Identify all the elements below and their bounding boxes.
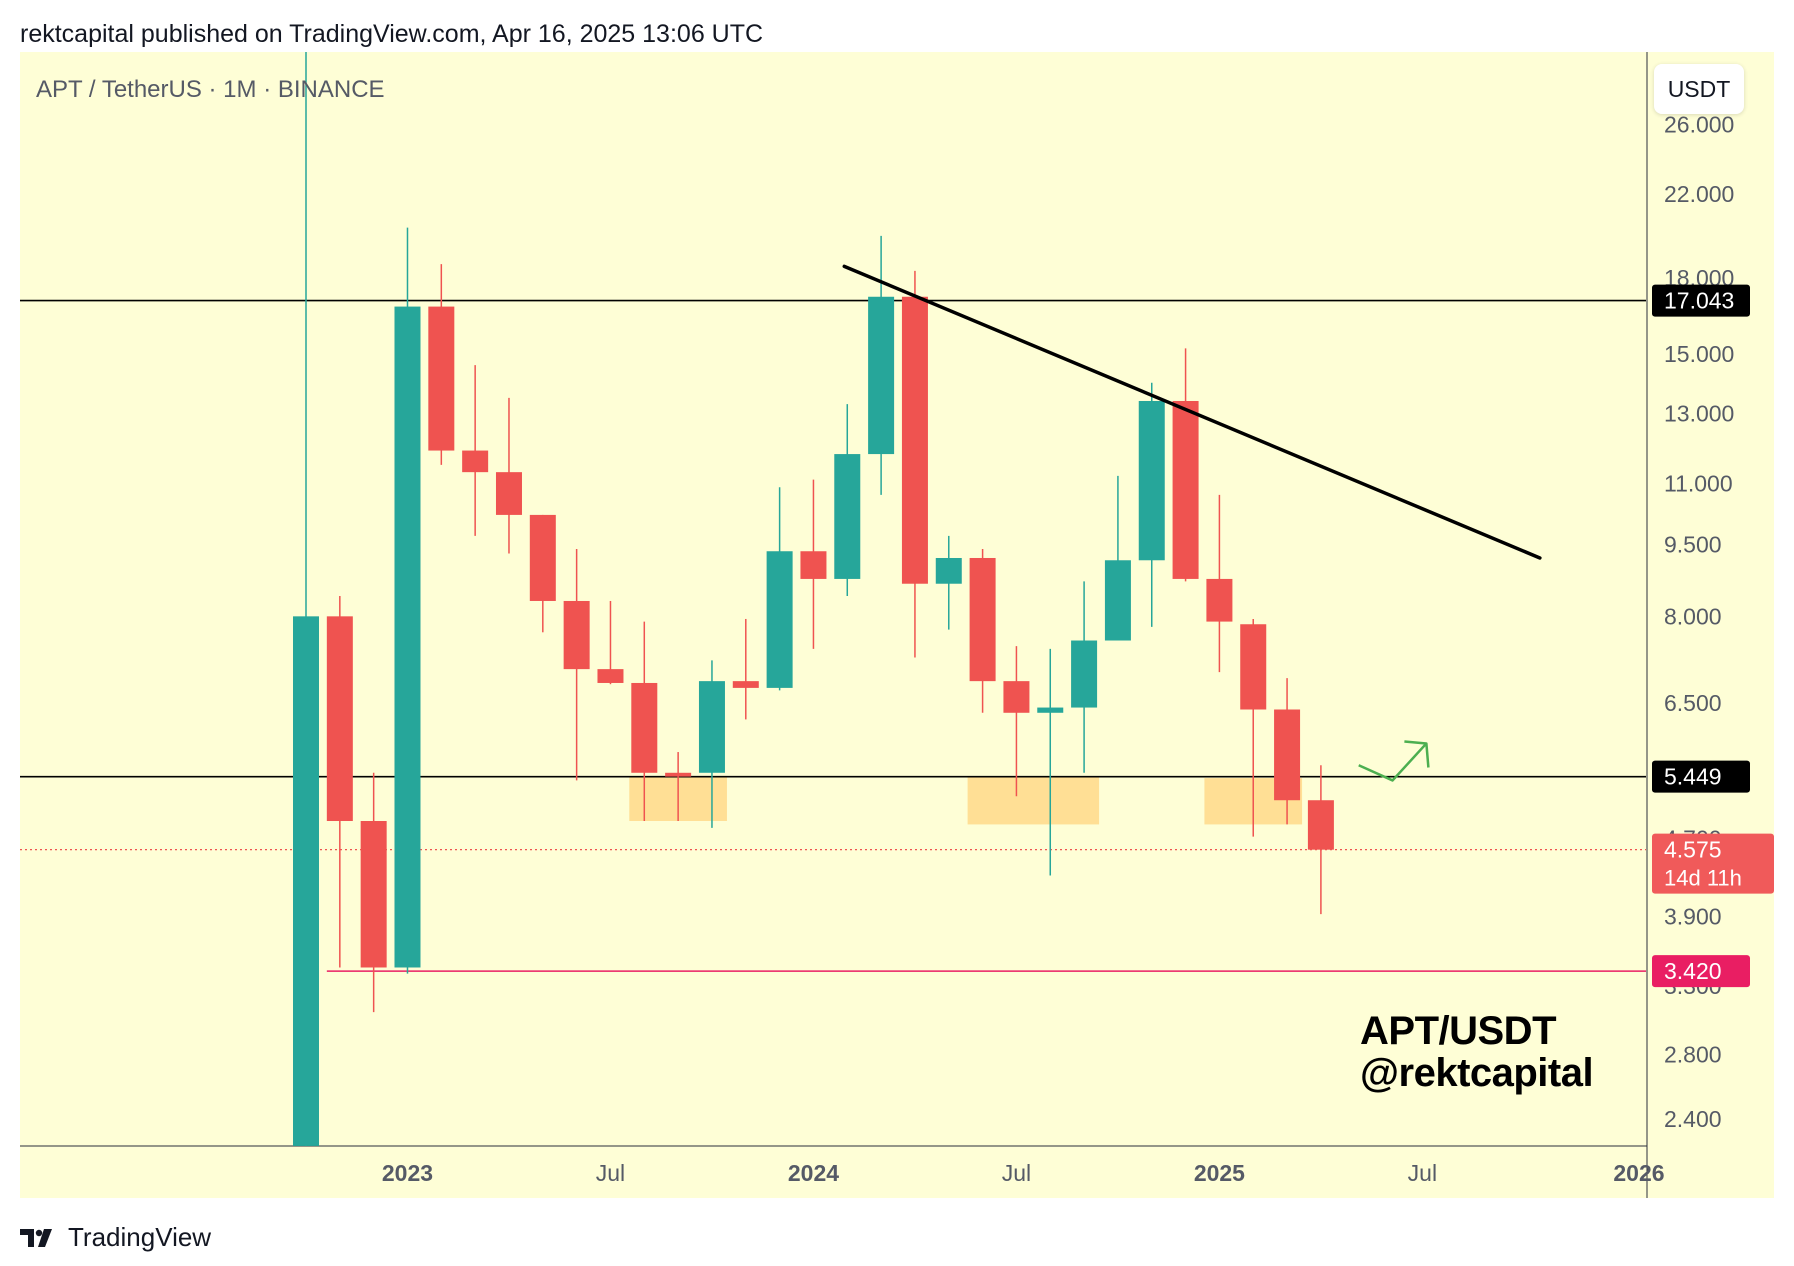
x-tick-label: Jul xyxy=(1002,1160,1031,1186)
candle-body[interactable] xyxy=(631,682,658,773)
candle-body[interactable] xyxy=(1206,578,1233,622)
price-badge-countdown: 14d 11h xyxy=(1664,866,1742,891)
candle-body[interactable] xyxy=(698,681,725,773)
price-badge-label: 5.449 xyxy=(1664,764,1722,790)
candle-body[interactable] xyxy=(834,454,861,579)
plot-layer xyxy=(20,52,1646,1146)
price-badge-label: 17.043 xyxy=(1664,288,1734,314)
candle-body[interactable] xyxy=(326,616,353,822)
price-badge xyxy=(1652,760,1750,793)
footer: TradingView xyxy=(20,1222,211,1253)
price-badge xyxy=(1652,284,1750,317)
symbol-title: APT / TetherUS · 1M · BINANCE xyxy=(36,76,385,103)
candle-body[interactable] xyxy=(732,681,759,688)
y-tick-label: 8.000 xyxy=(1664,603,1722,629)
candle-body[interactable] xyxy=(1003,681,1030,713)
candle-body[interactable] xyxy=(360,821,387,968)
candle-body[interactable] xyxy=(597,669,624,683)
y-tick-label: 15.000 xyxy=(1664,341,1734,367)
candle-body[interactable] xyxy=(935,557,962,584)
candle-body[interactable] xyxy=(1138,400,1165,561)
candle-body[interactable] xyxy=(901,296,928,584)
y-tick-label: 6.500 xyxy=(1664,690,1722,716)
candle-body[interactable] xyxy=(1307,800,1334,850)
x-tick-label: 2026 xyxy=(1613,1160,1664,1186)
watermark-pair: APT/USDT xyxy=(1360,1009,1557,1053)
candle-body[interactable] xyxy=(1071,640,1098,708)
candle-body[interactable] xyxy=(1104,560,1131,641)
footer-brand: TradingView xyxy=(68,1222,212,1252)
x-tick-label: 2025 xyxy=(1194,1160,1245,1186)
candle-body[interactable] xyxy=(428,306,455,451)
publish-info: rektcapital published on TradingView.com… xyxy=(20,20,764,48)
bullish-arrow xyxy=(1358,742,1428,782)
y-tick-label: 22.000 xyxy=(1664,181,1734,207)
candle-body[interactable] xyxy=(462,450,489,473)
x-tick-label: 2024 xyxy=(788,1160,839,1186)
watermark: APT/USDT @rektcapital xyxy=(1360,1009,1594,1095)
bullish-arrow-head xyxy=(1404,740,1430,768)
x-tick-label: Jul xyxy=(1408,1160,1437,1186)
candle-body[interactable] xyxy=(800,551,827,579)
price-badge xyxy=(1652,833,1774,894)
y-tick-label: 3.900 xyxy=(1664,903,1722,929)
x-tick-label: 2023 xyxy=(382,1160,433,1186)
x-tick-label: Jul xyxy=(596,1160,625,1186)
candle-body[interactable] xyxy=(1274,709,1301,801)
candle-body[interactable] xyxy=(529,514,556,601)
candle-body[interactable] xyxy=(1037,707,1064,713)
currency-button[interactable]: USDT xyxy=(1654,64,1744,114)
candle-body[interactable] xyxy=(766,551,793,688)
y-tick-label: 2.400 xyxy=(1664,1106,1722,1132)
candle-body[interactable] xyxy=(868,296,895,455)
tradingview-logo-icon xyxy=(20,1228,52,1247)
candle-body[interactable] xyxy=(969,557,996,682)
candle-body[interactable] xyxy=(563,600,590,670)
y-tick-label: 9.500 xyxy=(1664,532,1722,558)
candle-body[interactable] xyxy=(495,472,522,515)
support-zone xyxy=(967,776,1100,825)
y-tick-label: 26.000 xyxy=(1664,111,1734,137)
candle-body[interactable] xyxy=(293,616,319,1146)
y-tick-label: 13.000 xyxy=(1664,401,1734,427)
candle-body[interactable] xyxy=(1172,400,1199,579)
price-badge-label: 4.575 xyxy=(1664,837,1722,863)
y-tick-label: 2.800 xyxy=(1664,1042,1722,1068)
price-badge xyxy=(1652,955,1750,988)
candle-body[interactable] xyxy=(394,306,421,968)
candle-body[interactable] xyxy=(1240,624,1267,710)
y-tick-label: 11.000 xyxy=(1664,470,1733,496)
watermark-author: @rektcapital xyxy=(1360,1051,1594,1095)
descending-trendline[interactable] xyxy=(842,264,1542,560)
price-badge-label: 3.420 xyxy=(1664,958,1722,984)
candle-body[interactable] xyxy=(665,772,692,777)
